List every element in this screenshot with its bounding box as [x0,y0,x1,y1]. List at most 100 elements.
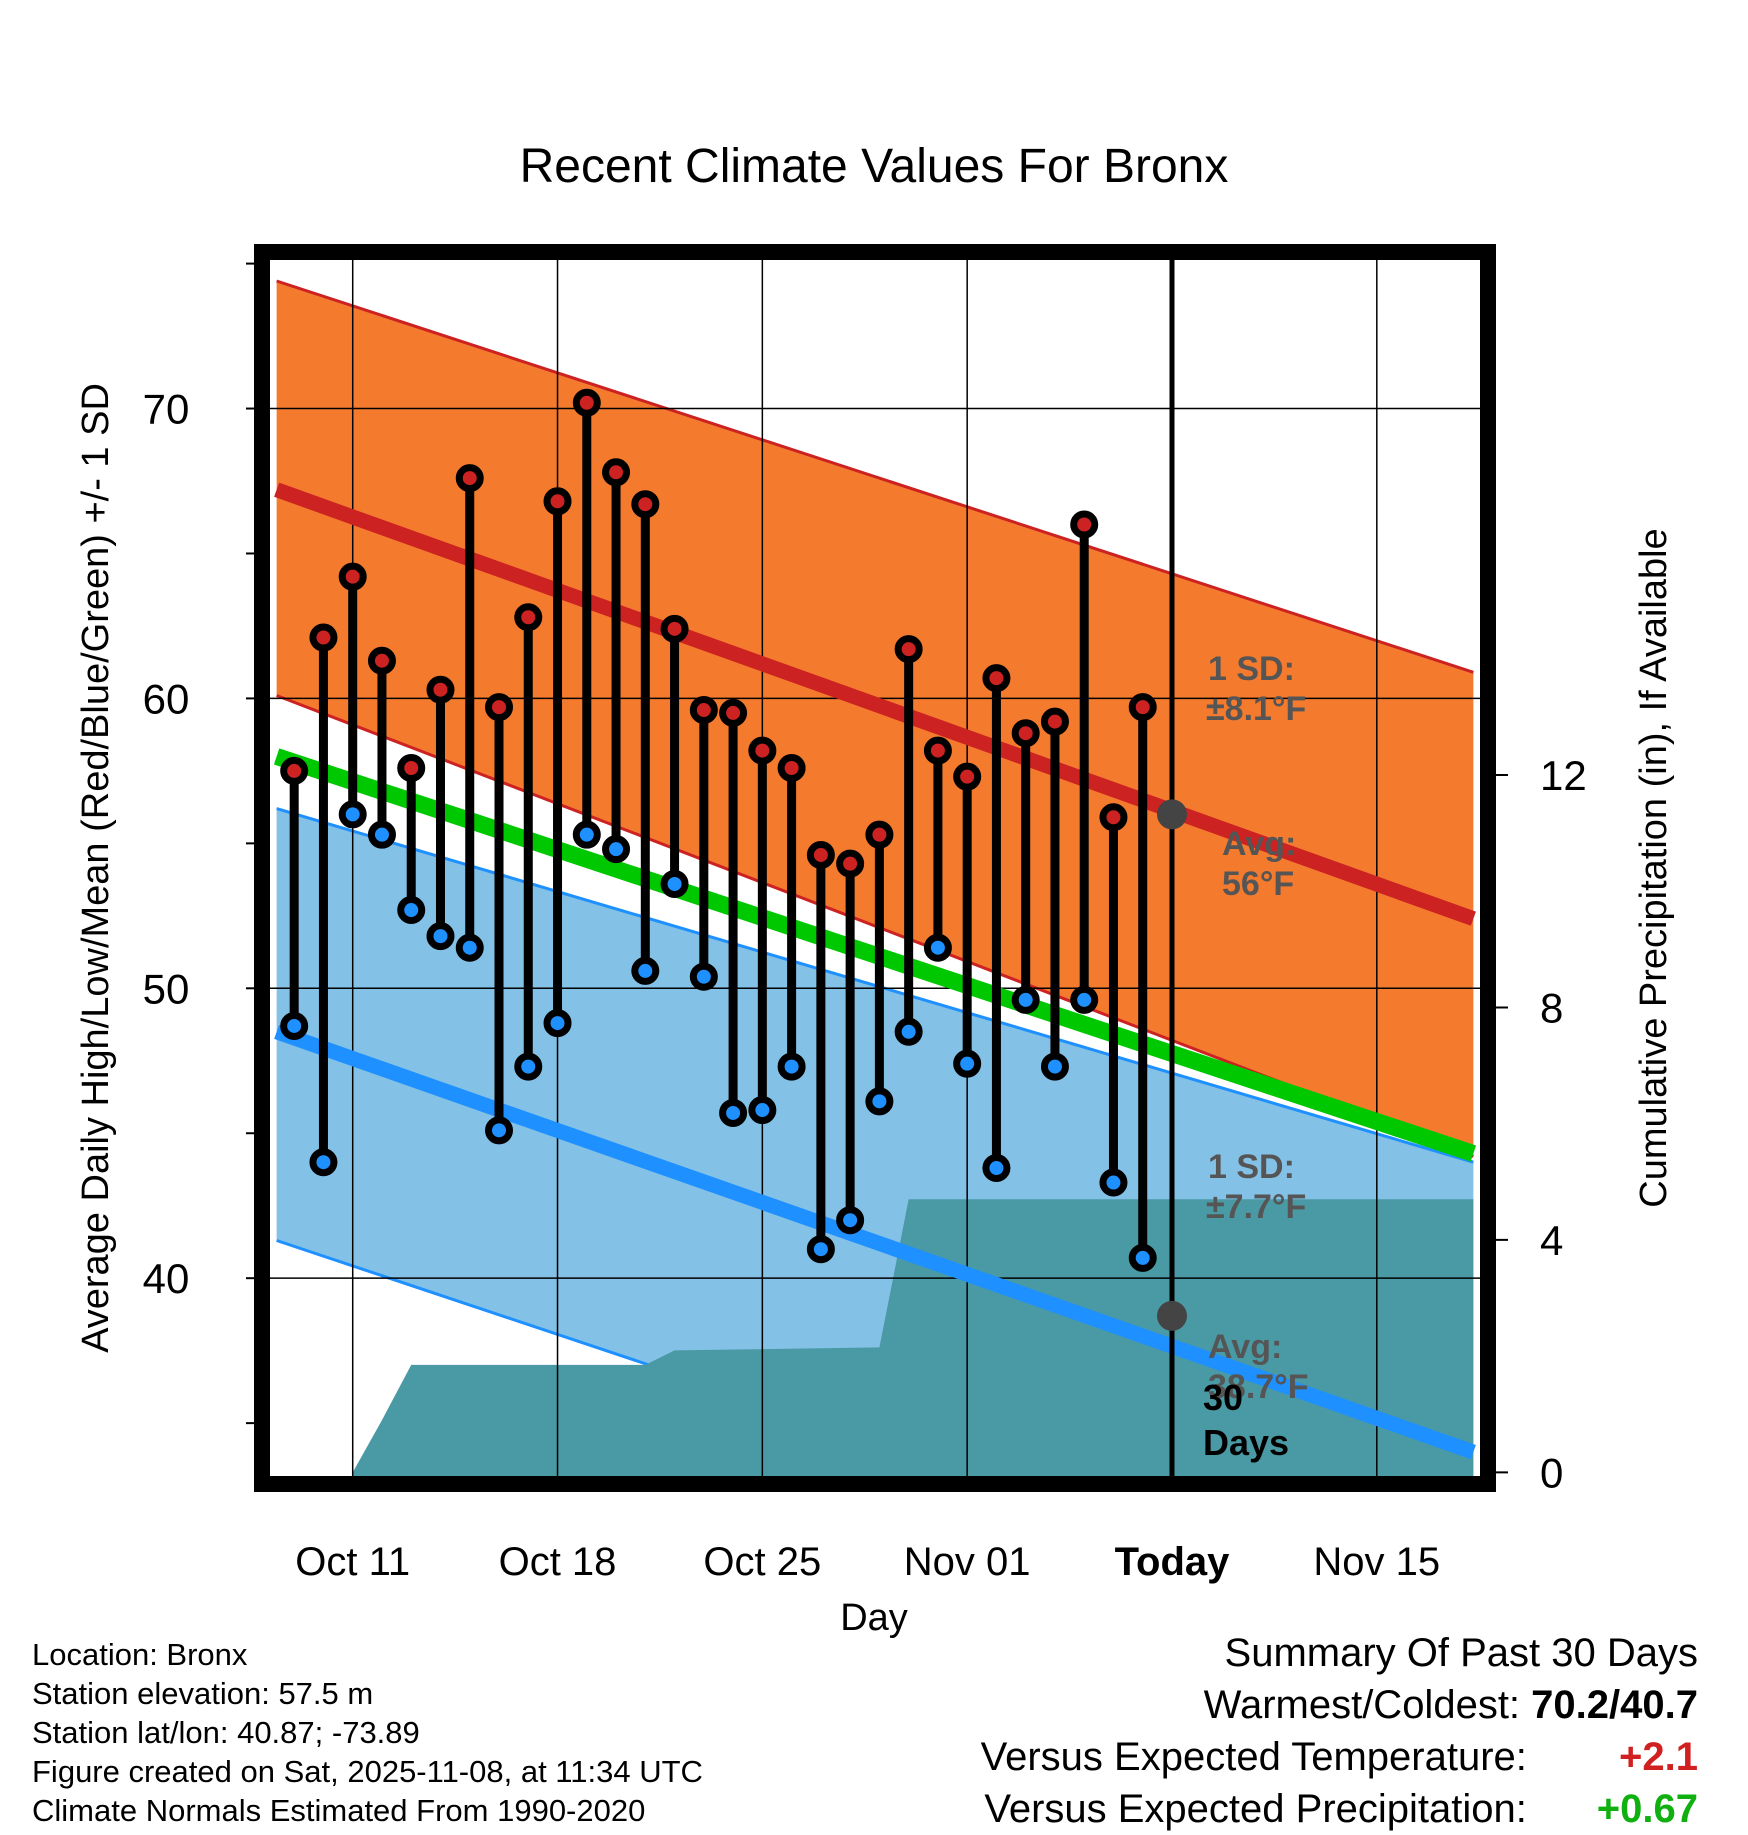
high-point [397,753,426,782]
x-tick-label: Oct 18 [499,1540,617,1584]
high-band-upper-edge [276,279,1474,674]
high-point [426,675,455,704]
precip-label: Versus Expected Precipitation: [984,1787,1527,1831]
low-point [338,800,367,829]
low-point [865,1087,894,1116]
period-unit: Days [1203,1422,1289,1463]
low-point [1070,985,1099,1014]
high-point [1070,510,1099,539]
low-point [923,933,952,962]
low-point [485,1116,514,1145]
station-info: Location: Bronx Station elevation: 57.5 … [32,1635,703,1830]
high-avg-title: Avg: [1222,825,1296,863]
low-avg-value: 38.7°F [1208,1368,1309,1406]
y2-tick-label: 12 [1540,752,1587,799]
low-point [514,1052,543,1081]
y-tick-label: 50 [143,965,190,1012]
high-point [953,762,982,791]
low-sd-value: ±7.7°F [1206,1188,1306,1226]
x-axis: Oct 11 Oct 18 Oct 25 Nov 01 Today Nov 15 [295,1540,1440,1584]
x-tick-label-today: Today [1115,1540,1231,1584]
high-point [631,490,660,519]
low-point [309,1148,338,1177]
high-point [602,458,631,487]
chart-title: Recent Climate Values For Bronx [520,140,1229,193]
low-point [894,1017,923,1046]
high-point [1040,707,1069,736]
high-point [923,736,952,765]
normal-high-line [274,482,1476,926]
low-point [689,962,718,991]
high-point [367,646,396,675]
low-point [455,933,484,962]
low-point [982,1154,1011,1183]
period-number: 30 [1203,1377,1243,1418]
low-point [953,1049,982,1078]
normal-low-line [274,1024,1476,1460]
summary-temp-row: Versus Expected Temperature: +2.1 [981,1731,1698,1783]
low-point [572,820,601,849]
temp-value: +2.1 [1619,1735,1698,1779]
y2-axis-label: Cumulative Precipitation (in), If Availa… [1633,528,1675,1207]
right-axis: 0 4 8 12 [1488,752,1587,1496]
high-average-marker [1156,799,1187,830]
latlon-text: Station lat/lon: 40.87; -73.89 [32,1715,420,1750]
x-tick-label: Oct 25 [703,1540,821,1584]
low-point [1040,1052,1069,1081]
low-point [1099,1168,1128,1197]
y2-tick-label: 8 [1540,984,1563,1031]
summary-warmest-row: Warmest/Coldest: 70.2/40.7 [981,1679,1698,1731]
high-point [543,487,572,516]
y-tick-label: 60 [143,675,190,722]
low-sd-title: 1 SD: [1208,1148,1295,1186]
low-point [1128,1243,1157,1272]
low-average-marker [1156,1300,1187,1331]
period-label: 30 Days [1203,1377,1289,1463]
low-point [543,1009,572,1038]
high-point [748,736,777,765]
y-tick-label: 40 [143,1255,190,1302]
daily-points [280,388,1157,1272]
high-point [338,562,367,591]
left-axis: 40 50 60 70 [143,262,262,1425]
high-point [1099,803,1128,832]
location-text: Location: Bronx [32,1637,248,1672]
high-point [894,635,923,664]
low-point [748,1096,777,1125]
high-point [719,698,748,727]
created-text: Figure created on Sat, 2025-11-08, at 11… [32,1754,703,1789]
high-point [777,753,806,782]
low-point [660,869,689,898]
low-point [719,1098,748,1127]
high-point [806,840,835,869]
low-point [806,1235,835,1264]
high-sd-value: ±8.1°F [1206,690,1306,728]
low-point [367,820,396,849]
high-point [865,820,894,849]
low-point [397,896,426,925]
low-point [280,1011,309,1040]
summary-precip-row: Versus Expected Precipitation: +0.67 [981,1783,1698,1835]
daily-range-stems [289,402,1148,1258]
annotations: 1 SD: ±8.1°F Avg: 56°F 1 SD: ±7.7°F Avg:… [1206,650,1309,1406]
summary-panel: Summary Of Past 30 Days Warmest/Coldest:… [981,1627,1698,1835]
low-point [631,956,660,985]
x-tick-label: Oct 11 [295,1540,410,1584]
low-avg-title: Avg: [1208,1328,1282,1366]
high-point [572,388,601,417]
low-point [1011,985,1040,1014]
high-point [309,623,338,652]
high-sd-title: 1 SD: [1208,650,1295,688]
summary-title: Summary Of Past 30 Days [1224,1631,1698,1675]
temp-label: Versus Expected Temperature: [980,1735,1527,1779]
y-tick-label: 70 [143,386,190,433]
high-point [514,603,543,632]
y2-tick-label: 0 [1540,1449,1563,1496]
high-point [485,693,514,722]
y2-tick-label: 4 [1540,1217,1563,1264]
normals-text: Climate Normals Estimated From 1990-2020 [32,1793,646,1828]
warmest-value: 70.2/40.7 [1531,1683,1698,1727]
low-point [602,835,631,864]
plot-frame [254,244,1496,1492]
